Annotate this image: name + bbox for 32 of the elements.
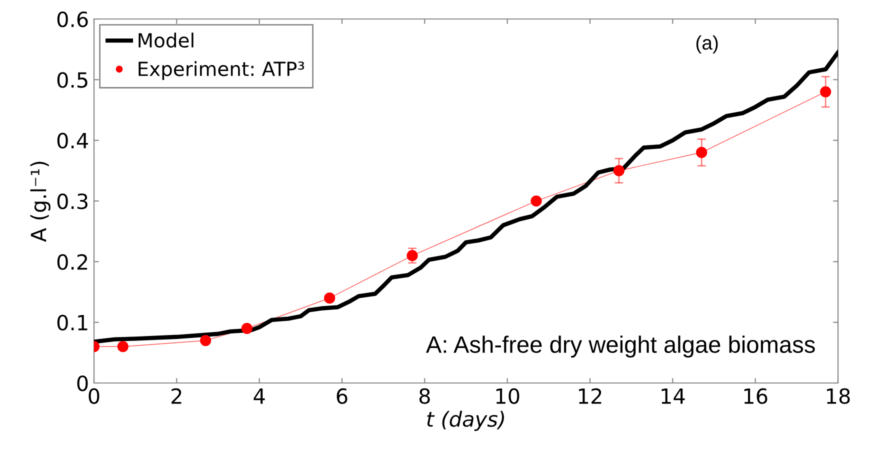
point — [117, 341, 128, 352]
y-tick-label: 0.6 — [57, 11, 88, 28]
y-tick-label: 0.4 — [57, 132, 88, 149]
annotation: (a) — [696, 35, 718, 54]
x-tick-label: 14 — [662, 388, 685, 404]
x-tick-label: 18 — [827, 388, 850, 404]
y-axis-title: A (g.l⁻¹) — [30, 162, 50, 242]
y-tick-label: 0.2 — [57, 254, 88, 270]
annotation: A: Ash-free dry weight algae biomass — [426, 336, 815, 358]
point — [820, 86, 832, 98]
point — [406, 250, 418, 262]
y-tick-label: 0.1 — [57, 314, 88, 331]
point — [696, 146, 708, 158]
x-tick-label: 6 — [336, 388, 348, 404]
legend-label: Model — [138, 32, 194, 48]
point — [241, 322, 252, 334]
x-axis-title: t (days) — [427, 410, 504, 431]
point — [324, 292, 336, 304]
x-tick-label: 2 — [172, 388, 182, 404]
y-tick-label: 0.3 — [57, 193, 88, 210]
x-tick-label: 4 — [254, 388, 265, 404]
point — [613, 165, 624, 176]
y-tick-label: 0.5 — [57, 72, 88, 88]
x-tick-label: 0 — [88, 388, 100, 404]
x-tick-label: 8 — [419, 388, 430, 404]
legend-label: Experiment: ATP³ — [138, 61, 304, 80]
point — [200, 334, 212, 346]
y-tick-label: 0 — [77, 375, 88, 392]
point — [530, 195, 542, 207]
x-tick-label: 16 — [744, 388, 768, 404]
x-tick-label: 10 — [496, 388, 520, 404]
x-tick-label: 12 — [579, 388, 602, 404]
